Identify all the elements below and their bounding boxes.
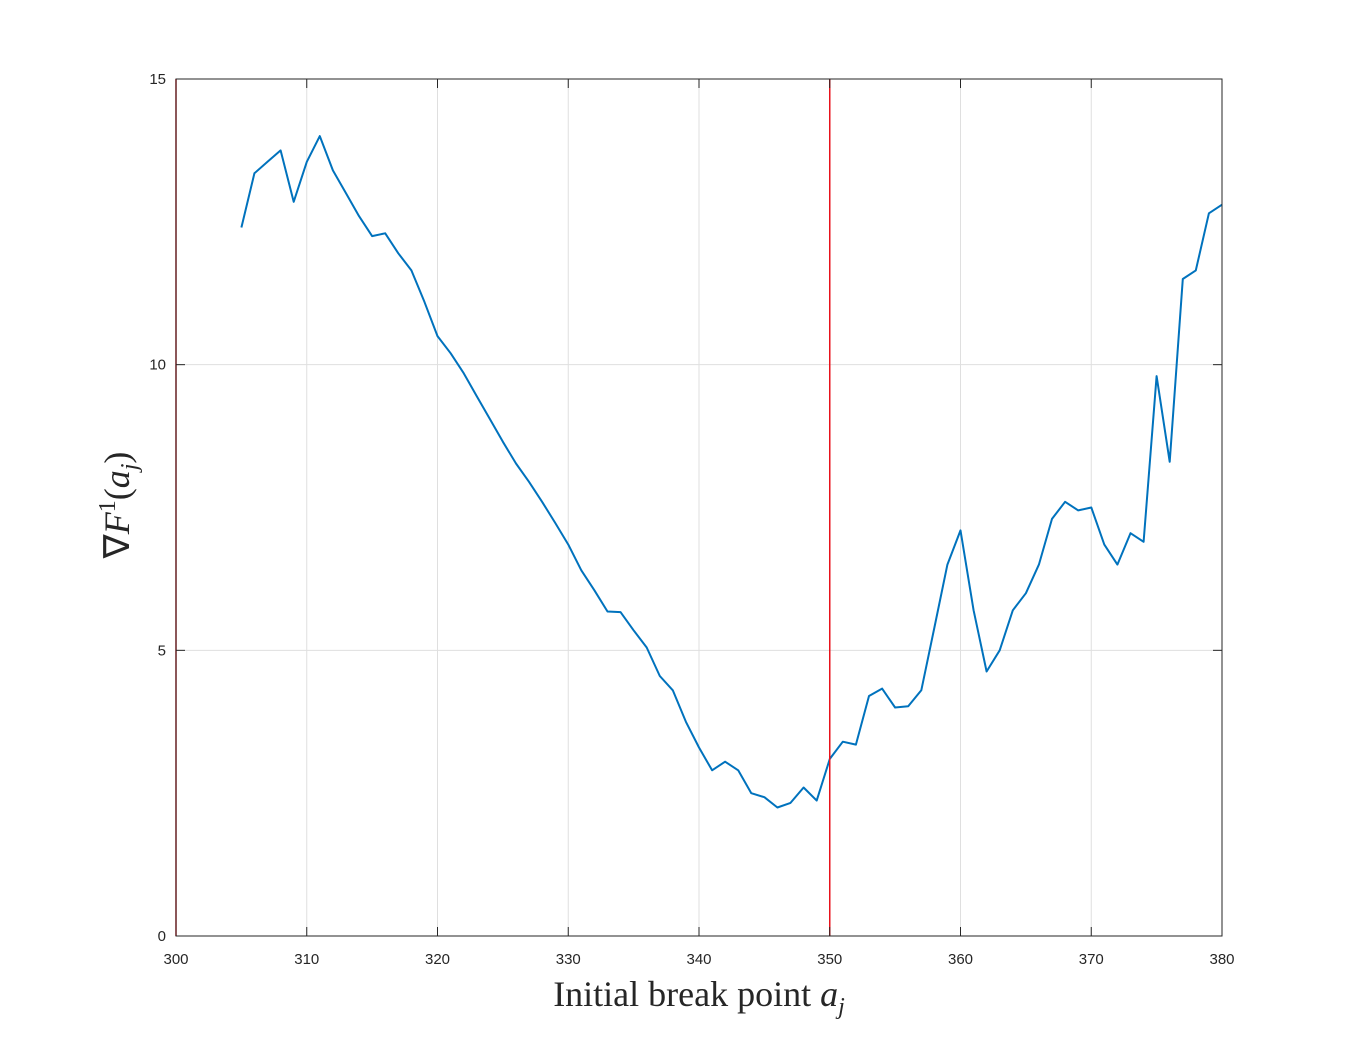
y-axis-title-F: F <box>97 511 137 535</box>
x-tick-label-380: 380 <box>1209 951 1234 968</box>
y-axis-title-nabla: ∇ <box>97 533 137 559</box>
series-layer <box>240 135 1223 809</box>
y-axis-title: ∇F1(aj) <box>95 452 143 560</box>
x-axis-title-sub: j <box>835 994 845 1020</box>
y-axis-title-a: a <box>97 470 137 488</box>
x-tick-label-310: 310 <box>294 951 319 968</box>
x-axis-title-var: a <box>820 974 838 1014</box>
x-tick-label-300: 300 <box>163 951 188 968</box>
y-tick-label-0: 0 <box>158 928 166 945</box>
series-line-0 <box>240 135 1223 809</box>
y-axis-title-close: ) <box>97 452 137 464</box>
y-tick-label-10: 10 <box>149 357 166 374</box>
x-tick-label-360: 360 <box>948 951 973 968</box>
ticks <box>175 78 1223 937</box>
x-tick-label-370: 370 <box>1079 951 1104 968</box>
x-axis-title-text: Initial break point <box>553 974 820 1014</box>
x-tick-label-340: 340 <box>686 951 711 968</box>
x-tick-label-320: 320 <box>425 951 450 968</box>
x-axis-title: Initial break point aj <box>553 974 845 1020</box>
y-axis-title-sup: 1 <box>95 500 121 512</box>
x-tick-label-330: 330 <box>556 951 581 968</box>
y-axis-title-sub: j <box>117 463 143 473</box>
tick-labels: 300 310 320 330 340 350 360 370 380 0 5 10 15 <box>149 71 1234 968</box>
y-tick-label-15: 15 <box>149 71 166 88</box>
y-axis-title-open: ( <box>97 488 137 500</box>
x-tick-label-350: 350 <box>817 951 842 968</box>
y-tick-label-5: 5 <box>158 642 166 659</box>
